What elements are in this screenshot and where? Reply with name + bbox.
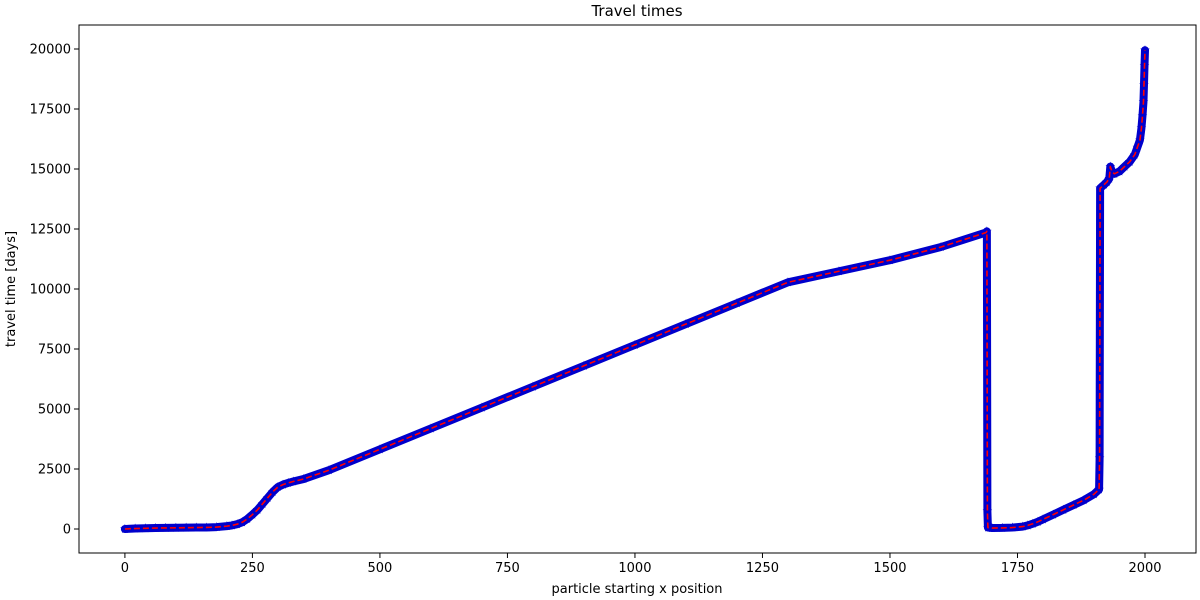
data-point xyxy=(1038,514,1048,524)
series-0 xyxy=(120,45,1150,534)
y-tick-label: 20000 xyxy=(30,43,71,58)
data-point xyxy=(298,474,309,484)
data-point xyxy=(171,522,181,532)
data-point xyxy=(324,465,334,475)
x-tick-label: 0 xyxy=(121,561,129,576)
y-tick-label: 10000 xyxy=(30,283,71,298)
x-tick-label: 750 xyxy=(495,561,520,576)
y-tick-label: 17500 xyxy=(30,103,71,118)
x-tick-label: 250 xyxy=(240,561,265,576)
x-axis: 0 250 500 750 1000 1250 1500 1750 2000 xyxy=(121,553,1162,576)
x-tick-label: 2000 xyxy=(1128,561,1161,576)
y-axis-label: travel time [days] xyxy=(4,231,19,347)
x-axis-label: particle starting x position xyxy=(552,582,723,597)
x-tick-label: 1000 xyxy=(618,561,651,576)
data-point xyxy=(732,298,742,308)
data-point xyxy=(1094,484,1104,494)
chart-title: Travel times xyxy=(590,2,682,20)
x-tick-label: 1250 xyxy=(746,561,779,576)
data-point xyxy=(426,423,436,433)
data-point xyxy=(1079,495,1089,505)
data-point xyxy=(1137,111,1148,121)
y-axis: 0 2500 5000 7500 10000 12500 15000 17500 20000 xyxy=(30,43,79,538)
y-tick-label: 12500 xyxy=(30,223,71,238)
plot-area xyxy=(120,45,1150,534)
y-tick-label: 7500 xyxy=(38,343,71,358)
y-tick-label: 5000 xyxy=(38,403,71,418)
y-tick-label: 2500 xyxy=(38,463,71,478)
data-point xyxy=(181,522,191,532)
data-point xyxy=(191,522,202,532)
data-point xyxy=(242,513,253,523)
y-tick-label: 15000 xyxy=(30,163,71,178)
data-point xyxy=(268,486,278,496)
x-tick-label: 1750 xyxy=(1001,561,1034,576)
data-point xyxy=(283,477,293,487)
series-line xyxy=(124,50,1146,530)
data-point xyxy=(227,520,237,530)
data-point xyxy=(375,444,385,454)
series-marker-band xyxy=(120,46,1149,533)
data-point xyxy=(783,277,793,287)
x-tick-label: 500 xyxy=(368,561,393,576)
data-point xyxy=(1114,166,1125,176)
y-tick-label: 0 xyxy=(63,523,71,538)
data-point xyxy=(982,506,993,516)
data-point xyxy=(1140,45,1150,55)
data-point xyxy=(1104,173,1115,183)
data-point xyxy=(273,482,283,492)
x-tick-label: 1500 xyxy=(873,561,906,576)
data-point xyxy=(1107,166,1117,176)
axes-frame xyxy=(78,24,1197,554)
